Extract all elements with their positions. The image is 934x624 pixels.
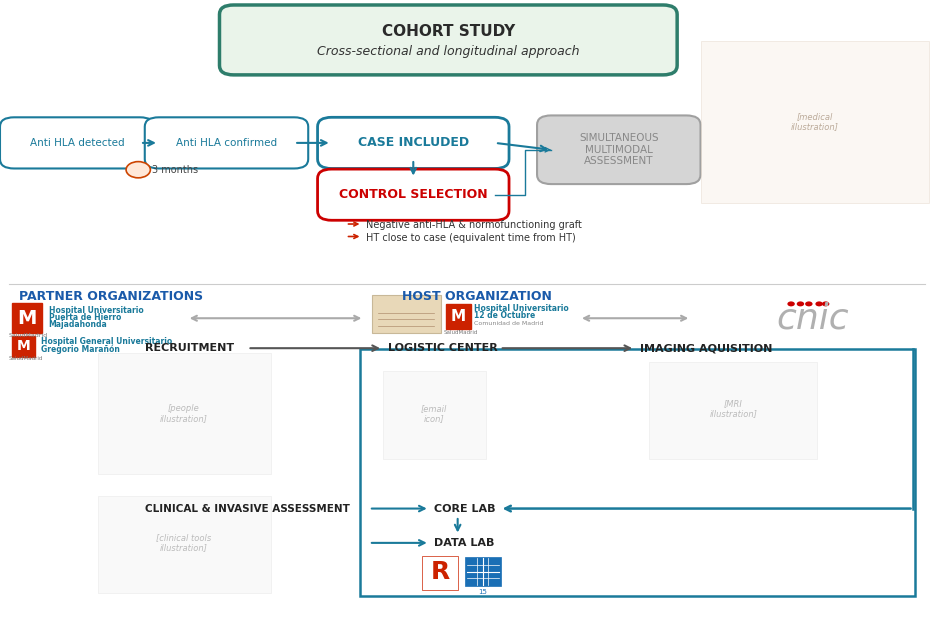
Text: [email
icon]: [email icon] <box>421 404 447 424</box>
Text: 15: 15 <box>478 589 488 595</box>
Text: LOGISTIC CENTER: LOGISTIC CENTER <box>388 343 498 353</box>
FancyBboxPatch shape <box>537 115 700 184</box>
Text: SaludMadrid: SaludMadrid <box>8 356 43 361</box>
Text: [MRI
illustration]: [MRI illustration] <box>709 399 757 419</box>
FancyBboxPatch shape <box>318 169 509 220</box>
Text: Puerta de Hierro: Puerta de Hierro <box>49 313 120 322</box>
Text: cnic: cnic <box>776 301 849 335</box>
Text: COHORT STUDY: COHORT STUDY <box>382 24 515 39</box>
FancyBboxPatch shape <box>98 353 271 474</box>
Text: M: M <box>17 339 30 353</box>
Circle shape <box>126 162 150 178</box>
FancyBboxPatch shape <box>422 556 458 590</box>
FancyBboxPatch shape <box>372 295 441 333</box>
Text: 3 months: 3 months <box>152 165 198 175</box>
Text: Hospital General Universitario: Hospital General Universitario <box>41 337 173 346</box>
FancyBboxPatch shape <box>0 117 154 168</box>
Text: 12 de Octubre: 12 de Octubre <box>474 311 536 319</box>
FancyBboxPatch shape <box>145 117 308 168</box>
Text: PARTNER ORGANIZATIONS: PARTNER ORGANIZATIONS <box>19 290 203 303</box>
FancyBboxPatch shape <box>219 5 677 75</box>
Text: Gregorio Marañón: Gregorio Marañón <box>41 344 120 354</box>
Text: RECRUITMENT: RECRUITMENT <box>145 343 234 353</box>
Text: IMAGING AQUISITION: IMAGING AQUISITION <box>640 343 772 353</box>
Text: R: R <box>431 560 449 584</box>
Text: CONTROL SELECTION: CONTROL SELECTION <box>339 188 488 201</box>
FancyBboxPatch shape <box>12 336 35 357</box>
FancyBboxPatch shape <box>649 362 817 459</box>
Circle shape <box>787 301 795 306</box>
Text: Majadahonda: Majadahonda <box>49 320 107 329</box>
FancyBboxPatch shape <box>465 557 501 586</box>
Circle shape <box>797 301 804 306</box>
FancyBboxPatch shape <box>446 304 471 329</box>
Text: HOST ORGANIZATION: HOST ORGANIZATION <box>402 290 551 303</box>
Circle shape <box>815 301 823 306</box>
Text: DATA LAB: DATA LAB <box>434 538 495 548</box>
FancyBboxPatch shape <box>700 41 929 203</box>
Text: M: M <box>18 309 36 328</box>
FancyBboxPatch shape <box>12 303 42 333</box>
Text: CORE LAB: CORE LAB <box>434 504 496 514</box>
Text: [people
illustration]: [people illustration] <box>160 404 208 424</box>
Text: SaludMadrid: SaludMadrid <box>8 333 48 338</box>
Text: [clinical tools
illustration]: [clinical tools illustration] <box>156 533 212 553</box>
Text: Hospital Universitario: Hospital Universitario <box>474 304 569 313</box>
Text: M: M <box>451 309 466 324</box>
Text: SaludMadrid: SaludMadrid <box>444 330 478 335</box>
Text: [medical
illustration]: [medical illustration] <box>790 112 839 132</box>
Text: Cross-sectional and longitudinal approach: Cross-sectional and longitudinal approac… <box>317 45 580 57</box>
FancyBboxPatch shape <box>98 496 271 593</box>
Circle shape <box>822 301 829 306</box>
Text: Comunidad de Madrid: Comunidad de Madrid <box>474 321 544 326</box>
Text: CLINICAL & INVASIVE ASSESSMENT: CLINICAL & INVASIVE ASSESSMENT <box>145 504 349 514</box>
Text: SIMULTANEOUS
MULTIMODAL
ASSESSMENT: SIMULTANEOUS MULTIMODAL ASSESSMENT <box>579 133 658 167</box>
Text: Negative anti-HLA & normofunctioning graft: Negative anti-HLA & normofunctioning gra… <box>366 220 582 230</box>
FancyBboxPatch shape <box>383 371 486 459</box>
Text: CASE INCLUDED: CASE INCLUDED <box>358 137 469 149</box>
FancyBboxPatch shape <box>318 117 509 168</box>
Text: HT close to case (equivalent time from HT): HT close to case (equivalent time from H… <box>366 233 576 243</box>
Text: Hospital Universitario: Hospital Universitario <box>49 306 143 315</box>
Text: Anti HLA confirmed: Anti HLA confirmed <box>176 138 277 148</box>
Circle shape <box>805 301 813 306</box>
Text: Anti HLA detected: Anti HLA detected <box>30 138 124 148</box>
